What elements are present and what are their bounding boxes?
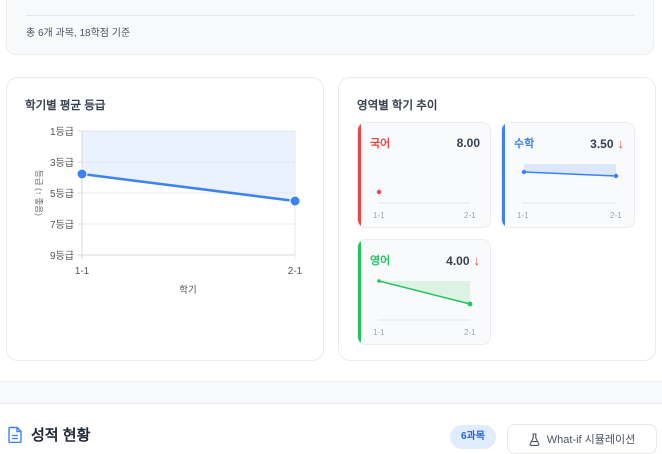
svg-text:1등급: 1등급	[50, 126, 74, 138]
accent-bar	[358, 240, 361, 344]
section-divider-band	[0, 381, 662, 404]
trend-down-icon: ↓	[473, 253, 481, 268]
subject-name: 수학	[514, 138, 535, 150]
data-point	[76, 168, 88, 180]
subject-count-badge: 6과목	[450, 425, 496, 449]
svg-text:1-1: 1-1	[373, 211, 385, 220]
grades-section-header: 성적 현황	[8, 424, 90, 445]
svg-text:2-1: 2-1	[610, 211, 622, 220]
summary-divider	[26, 15, 634, 16]
data-point	[289, 195, 301, 207]
x-axis-label: 학기	[179, 285, 196, 296]
sparkline: 1-1 2-1	[373, 189, 476, 220]
svg-text:1-1: 1-1	[75, 266, 90, 277]
whatif-simulation-button[interactable]: What-if 시뮬레이션	[507, 424, 657, 454]
sparkline: 1-1 2-1	[373, 279, 476, 337]
x-axis-ticks: 1-1 2-1	[75, 266, 303, 277]
svg-text:2-1: 2-1	[464, 211, 476, 220]
whatif-label: What-if 시뮬레이션	[546, 434, 636, 446]
subject-value: 3.50 ↓	[590, 136, 624, 151]
accent-bar	[358, 123, 361, 227]
y-axis-ticks: 1등급 3등급 5등급 7등급 9등급	[50, 126, 74, 262]
sparkline: 1-1 2-1	[517, 164, 622, 220]
svg-text:7등급: 7등급	[50, 219, 74, 231]
semester-average-card: 학기별 평균 등급 1등급 3등급 5등급 7등급 9등급 1-	[6, 77, 324, 361]
summary-card: 총 6개 과목, 18학점 기준	[6, 0, 654, 55]
subject-trend-english[interactable]: 영어 4.00 ↓ 1-1 2-1	[357, 239, 491, 345]
svg-text:3등급: 3등급	[50, 157, 74, 169]
subject-name: 영어	[370, 255, 391, 267]
svg-text:9등급: 9등급	[50, 250, 74, 262]
summary-footnote: 총 6개 과목, 18학점 기준	[26, 28, 131, 39]
average-grade-line	[81, 172, 296, 203]
subject-trend-math[interactable]: 수학 3.50 ↓ 1-1 2-1	[501, 122, 635, 228]
subject-value: 4.00 ↓	[446, 253, 480, 268]
subject-name: 국어	[370, 138, 391, 150]
svg-text:1-1: 1-1	[517, 211, 529, 220]
svg-text:2-1: 2-1	[464, 328, 476, 337]
trend-down-icon: ↓	[617, 136, 625, 151]
domain-trend-card: 영역별 학기 추이 국어 8.00 1-1 2-1 수학 3.50 ↓ 1-1 …	[338, 77, 656, 361]
svg-text:2-1: 2-1	[288, 266, 303, 277]
card-title: 학기별 평균 등급	[25, 100, 106, 112]
subject-trend-korean[interactable]: 국어 8.00 1-1 2-1	[357, 122, 491, 228]
subject-value: 8.00	[456, 136, 480, 150]
semester-grade-chart: 1등급 3등급 5등급 7등급 9등급 1-1 2-1 학기 등급 (↑ 좋음)	[34, 126, 303, 296]
flask-icon	[529, 432, 540, 446]
document-icon	[8, 426, 22, 443]
svg-text:1-1: 1-1	[373, 328, 385, 337]
section-title: 성적 현황	[31, 427, 91, 444]
y-axis-label: 등급 (↑ 좋음)	[34, 170, 44, 216]
card-title: 영역별 학기 추이	[357, 100, 438, 112]
svg-text:5등급: 5등급	[50, 188, 74, 200]
accent-bar	[502, 123, 505, 227]
